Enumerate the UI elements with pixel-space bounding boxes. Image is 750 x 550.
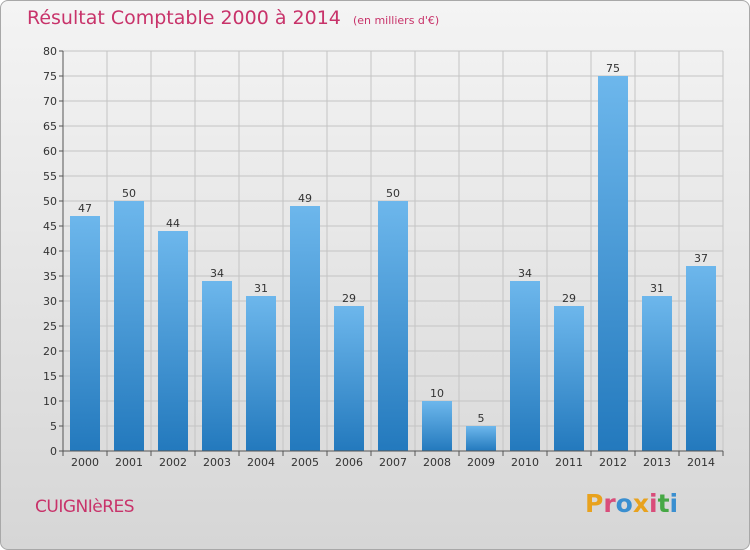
y-tick-label: 45 xyxy=(43,220,57,233)
x-tick-label: 2003 xyxy=(203,456,231,469)
y-tick-label: 35 xyxy=(43,270,57,283)
x-tick-label: 2010 xyxy=(511,456,539,469)
data-label: 75 xyxy=(606,62,620,75)
y-tick-label: 15 xyxy=(43,370,57,383)
bar-2002 xyxy=(158,231,188,451)
chart-subtitle: (en milliers d'€) xyxy=(352,14,440,27)
x-tick-label: 2001 xyxy=(115,456,143,469)
x-tick-label: 2011 xyxy=(555,456,583,469)
data-label: 10 xyxy=(430,387,444,400)
logo-letter: i xyxy=(669,489,679,518)
y-tick-label: 70 xyxy=(43,95,57,108)
data-label: 31 xyxy=(650,282,664,295)
bar-2007 xyxy=(378,201,408,451)
logo-letter: i xyxy=(649,489,658,518)
x-tick-label: 2007 xyxy=(379,456,407,469)
x-tick-label: 2012 xyxy=(599,456,627,469)
logo-letter: x xyxy=(632,489,649,518)
chart-title: Résultat Comptable 2000 à 2014 (en milli… xyxy=(27,7,439,29)
x-tick-label: 2013 xyxy=(643,456,671,469)
x-tick-label: 2006 xyxy=(335,456,363,469)
bar-2014 xyxy=(686,266,716,451)
bar-2004 xyxy=(246,296,276,451)
data-label: 29 xyxy=(562,292,576,305)
x-tick-label: 2002 xyxy=(159,456,187,469)
bar-2012 xyxy=(598,76,628,451)
data-label: 5 xyxy=(478,412,485,425)
x-tick-label: 2008 xyxy=(423,456,451,469)
x-tick-label: 2009 xyxy=(467,456,495,469)
data-label: 44 xyxy=(166,217,180,230)
bar-2003 xyxy=(202,281,232,451)
data-label: 37 xyxy=(694,252,708,265)
y-tick-label: 80 xyxy=(43,45,57,58)
x-tick-label: 2014 xyxy=(687,456,715,469)
bar-2006 xyxy=(334,306,364,451)
commune-name: CUIGNIèRES xyxy=(35,497,135,517)
y-tick-label: 5 xyxy=(50,420,57,433)
bar-2005 xyxy=(290,206,320,451)
logo-letter: r xyxy=(603,489,616,518)
data-label: 49 xyxy=(298,192,312,205)
bar-2009 xyxy=(466,426,496,451)
y-tick-label: 25 xyxy=(43,320,57,333)
y-tick-label: 0 xyxy=(50,445,57,458)
data-label: 34 xyxy=(518,267,532,280)
bar-2013 xyxy=(642,296,672,451)
data-label: 29 xyxy=(342,292,356,305)
bar-2001 xyxy=(114,201,144,451)
y-tick-label: 10 xyxy=(43,395,57,408)
x-tick-label: 2004 xyxy=(247,456,275,469)
logo-letter: t xyxy=(657,489,670,518)
bar-2000 xyxy=(70,216,100,451)
y-tick-label: 75 xyxy=(43,70,57,83)
data-label: 50 xyxy=(122,187,136,200)
x-tick-label: 2000 xyxy=(71,456,99,469)
data-label: 47 xyxy=(78,202,92,215)
bar-2008 xyxy=(422,401,452,451)
y-tick-label: 20 xyxy=(43,345,57,358)
x-tick-label: 2005 xyxy=(291,456,319,469)
proxiti-logo: Proxiti xyxy=(585,489,678,518)
logo-letter: o xyxy=(615,489,633,518)
y-tick-label: 60 xyxy=(43,145,57,158)
y-tick-label: 30 xyxy=(43,295,57,308)
data-label: 50 xyxy=(386,187,400,200)
data-label: 34 xyxy=(210,267,224,280)
y-tick-label: 50 xyxy=(43,195,57,208)
y-tick-label: 40 xyxy=(43,245,57,258)
chart-title-text: Résultat Comptable 2000 à 2014 xyxy=(27,7,341,29)
bar-2011 xyxy=(554,306,584,451)
y-tick-label: 65 xyxy=(43,120,57,133)
bar-2010 xyxy=(510,281,540,451)
data-label: 31 xyxy=(254,282,268,295)
logo-letter: P xyxy=(585,489,604,518)
y-tick-label: 55 xyxy=(43,170,57,183)
